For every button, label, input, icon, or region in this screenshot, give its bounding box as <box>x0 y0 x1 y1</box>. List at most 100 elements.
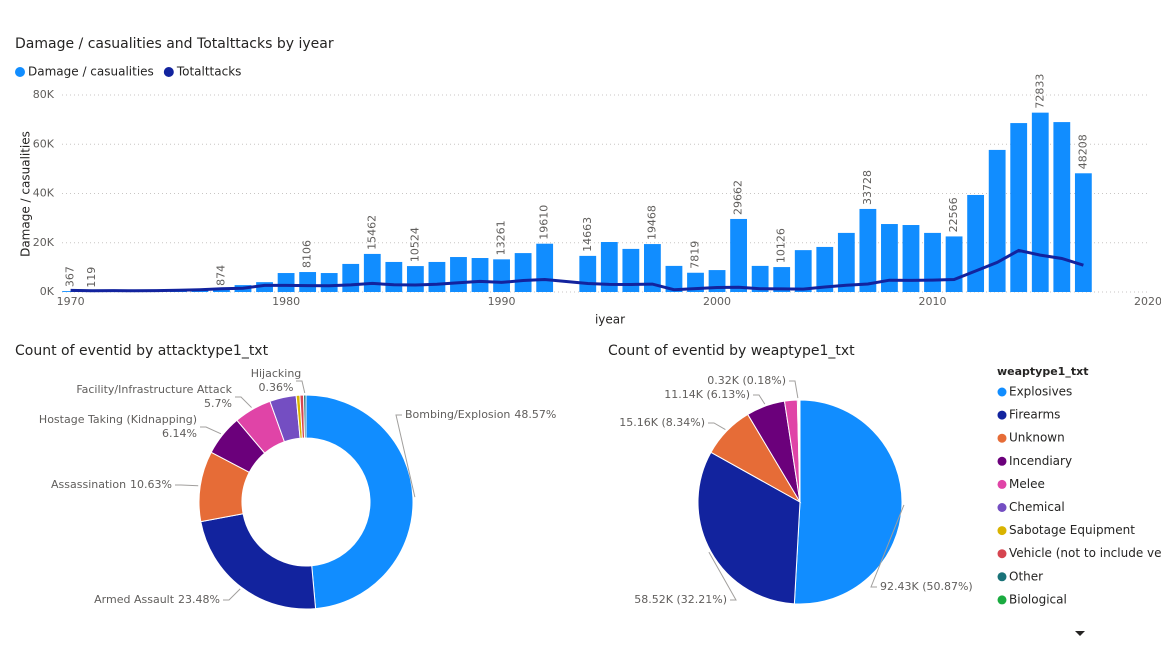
x-tick-label: 1970 <box>57 295 85 308</box>
legend-marker <box>997 526 1007 536</box>
label-category: Hijacking <box>251 367 302 380</box>
bar <box>881 224 898 292</box>
data-label: 367 <box>64 266 77 287</box>
legend-label: Incendiary <box>1009 454 1072 468</box>
x-tick-label: 2020 <box>1134 295 1161 308</box>
data-label: Hijacking 0.36% <box>251 367 302 394</box>
data-label: 58.52K (32.21%) <box>634 593 727 606</box>
bar <box>859 208 877 292</box>
bar <box>493 259 510 292</box>
bar <box>773 267 791 292</box>
data-label: 48208 <box>1076 134 1089 169</box>
label-value: 6.14% <box>162 427 197 440</box>
label-category: Assassination <box>51 478 126 491</box>
data-label: 7819 <box>689 241 702 269</box>
data-label: 15.16K (8.34%) <box>619 416 705 429</box>
bar <box>730 218 747 292</box>
bar <box>299 272 317 292</box>
leader-line <box>296 380 306 394</box>
label-category: Bombing/Explosion <box>405 408 510 421</box>
bar <box>213 289 230 292</box>
bar <box>945 236 963 292</box>
slice <box>305 394 414 610</box>
chart-title: Count of eventid by attacktype1_txt <box>15 343 269 359</box>
bar <box>644 244 661 292</box>
y-tick-label: 80K <box>33 88 55 101</box>
bar <box>622 248 640 292</box>
data-label: 22566 <box>947 197 960 232</box>
leader-line <box>708 422 726 430</box>
bar <box>751 265 769 292</box>
label-value: 5.7% <box>204 397 232 410</box>
legend-label: Other <box>1009 569 1043 583</box>
slice <box>697 451 801 605</box>
bar <box>902 225 920 292</box>
y-tick-label: 60K <box>33 137 55 150</box>
x-tick-label: 1980 <box>272 295 300 308</box>
bar <box>342 263 360 292</box>
legend-label: Chemical <box>1009 500 1065 514</box>
bar <box>988 149 1006 292</box>
x-axis-title: iyear <box>595 313 625 327</box>
data-label: 8106 <box>301 240 314 268</box>
legend-marker <box>997 387 1007 397</box>
bar <box>450 257 467 292</box>
label-value: 0.36% <box>259 381 294 394</box>
data-label: 10126 <box>775 228 788 263</box>
label-value: 10.63% <box>130 478 172 491</box>
leader-line <box>175 484 199 487</box>
slice <box>303 394 307 439</box>
leader-line <box>223 588 241 601</box>
legend-label: Firearms <box>1009 408 1060 422</box>
data-label: 874 <box>214 265 227 286</box>
bar <box>1074 173 1092 292</box>
chart-title: Damage / casualities and Totalttacks by … <box>15 36 334 52</box>
leader-line <box>235 396 252 408</box>
legend-scroll[interactable] <box>1075 631 1085 636</box>
label-category: Hostage Taking (Kidnapping) <box>39 413 197 426</box>
data-label: 14663 <box>581 217 594 252</box>
legend-marker <box>997 595 1007 605</box>
legend-marker <box>997 456 1007 466</box>
bar <box>428 261 446 292</box>
bar <box>665 265 683 292</box>
bar <box>406 266 424 292</box>
data-label: 15462 <box>365 215 378 250</box>
bar <box>514 253 532 292</box>
bar <box>363 253 381 292</box>
data-label: Bombing/Explosion 48.57% <box>405 408 556 421</box>
y-tick-label: 20K <box>33 236 55 249</box>
bar <box>924 232 941 292</box>
data-label: 92.43K (50.87%) <box>880 580 973 593</box>
label-value: 0.32K (0.18%) <box>707 374 786 387</box>
bar <box>816 246 834 292</box>
legend-marker <box>997 479 1007 489</box>
data-label: 13261 <box>495 220 508 255</box>
data-label: Assassination 10.63% <box>51 478 172 491</box>
leader-line <box>753 394 766 405</box>
legend-label: Unknown <box>1009 431 1065 445</box>
bar <box>837 232 855 292</box>
bar <box>536 243 554 292</box>
legend-label: Explosives <box>1009 385 1072 399</box>
bar <box>256 282 273 292</box>
legend-title: weaptype1_txt <box>997 365 1088 378</box>
legend-label: Totalttacks <box>176 65 242 79</box>
bar <box>579 255 597 292</box>
bar <box>1053 122 1071 293</box>
legend-label: Vehicle (not to include ve... <box>1009 546 1161 560</box>
label-value: 11.14K (6.13%) <box>664 388 750 401</box>
bar <box>471 258 489 292</box>
x-tick-label: 2000 <box>703 295 731 308</box>
label-value: 92.43K (50.87%) <box>880 580 973 593</box>
bar <box>794 250 812 292</box>
data-label: 19610 <box>538 205 551 240</box>
bar <box>385 261 403 292</box>
data-label: Facility/Infrastructure Attack 5.7% <box>76 383 232 410</box>
bar <box>320 273 338 292</box>
label-value: 23.48% <box>178 593 220 606</box>
data-label: 19468 <box>645 205 658 240</box>
label-value: 58.52K (32.21%) <box>634 593 727 606</box>
